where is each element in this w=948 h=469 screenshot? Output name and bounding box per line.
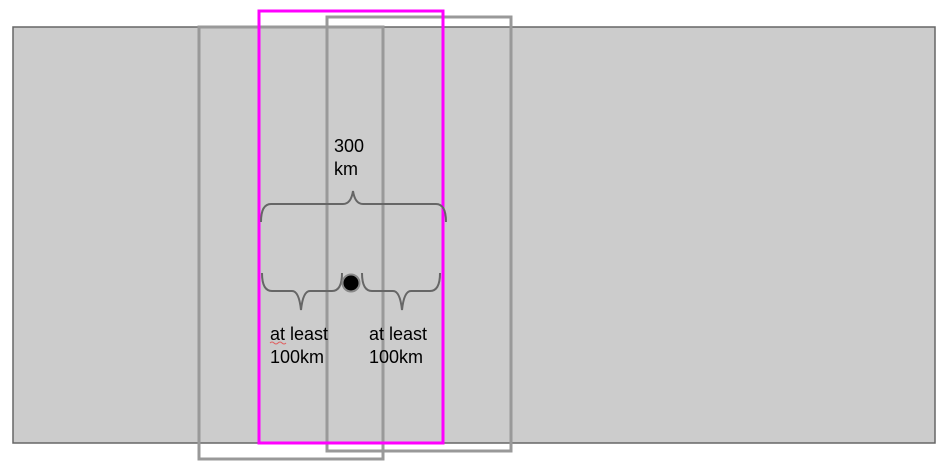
window-left-gray — [197, 25, 385, 461]
label-left-margin-line1: at least — [270, 324, 328, 344]
brace-left-margin — [261, 272, 343, 311]
window-right-gray — [325, 15, 513, 453]
label-left-margin-line2: 100km — [270, 347, 324, 367]
label-right-margin-line1: at least — [369, 324, 427, 344]
brace-right-margin — [361, 272, 441, 311]
label-total-width-value: 300 — [334, 136, 364, 156]
window-highlight-magenta — [257, 9, 445, 445]
label-total-width-unit: km — [334, 159, 358, 179]
brace-total-width — [260, 190, 447, 223]
center-point — [341, 273, 361, 293]
spellcheck-squiggle — [269, 341, 287, 345]
background-band — [12, 26, 936, 444]
label-right-margin-line2: 100km — [369, 347, 423, 367]
